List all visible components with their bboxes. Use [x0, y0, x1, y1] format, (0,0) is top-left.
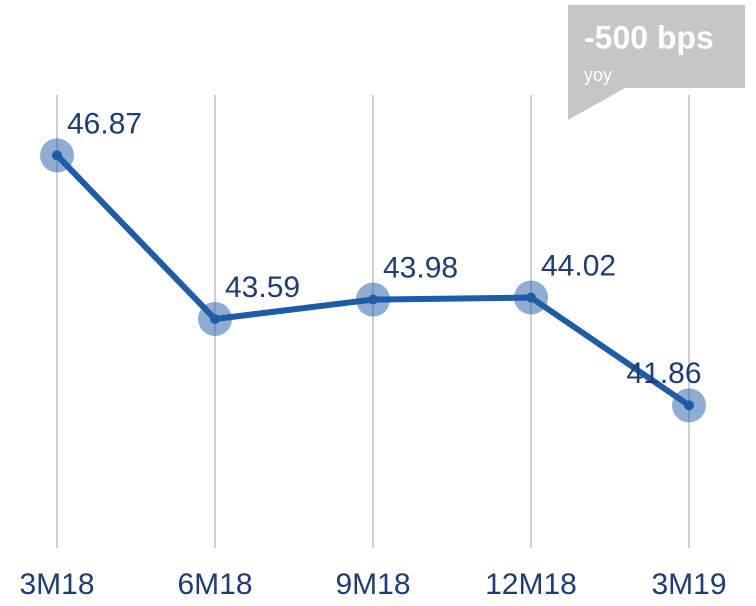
x-tick-label: 6M18	[177, 568, 252, 601]
x-tick-label: 12M18	[485, 568, 577, 601]
point	[52, 150, 62, 161]
point	[526, 292, 536, 303]
data-label: 44.02	[541, 249, 616, 282]
data-label: 46.87	[67, 107, 142, 140]
x-tick-label: 3M19	[651, 568, 726, 601]
point	[368, 294, 378, 305]
data-label: 43.59	[225, 271, 300, 304]
x-tick-label: 9M18	[335, 568, 410, 601]
x-tick-label: 3M18	[19, 568, 94, 601]
annotation-badge	[568, 5, 745, 120]
data-label: 41.86	[626, 357, 701, 390]
annotation-note: yoy	[584, 65, 612, 85]
point	[210, 314, 220, 325]
annotation-headline: -500 bps	[584, 19, 714, 55]
data-label: 43.98	[383, 251, 458, 284]
point	[684, 400, 694, 411]
